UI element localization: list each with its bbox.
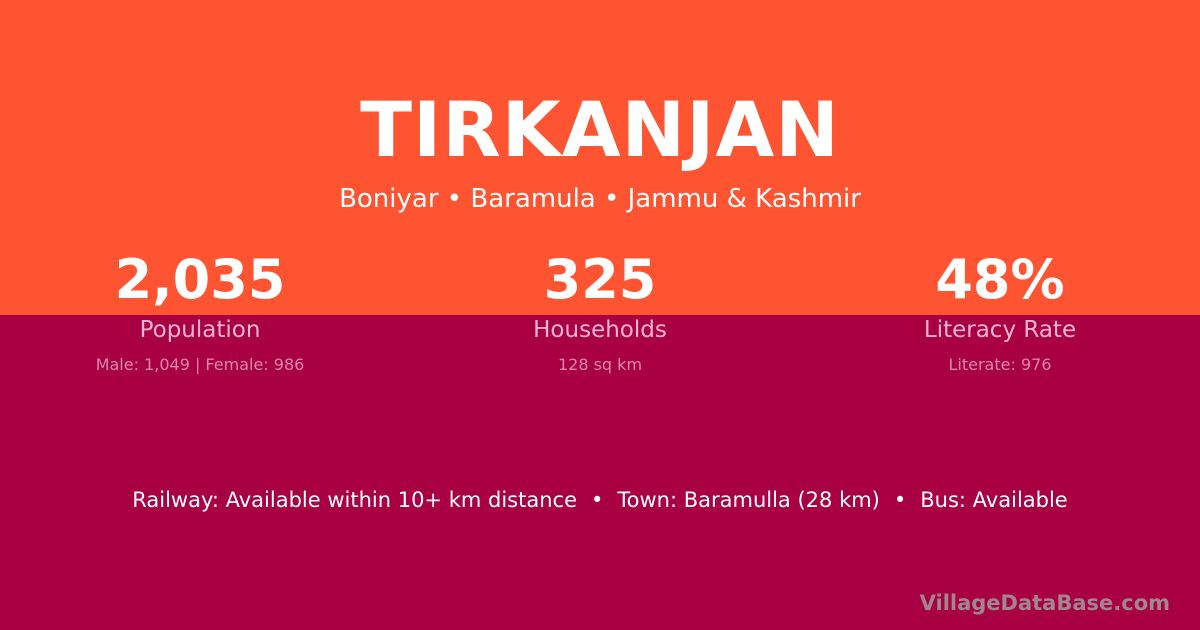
bus-fact: Bus: Available (920, 488, 1068, 512)
town-fact: Town: Baramulla (28 km) (617, 488, 880, 512)
village-title: TIRKANJAN (360, 85, 840, 174)
header-band (0, 0, 1200, 315)
stat-value: 325 (543, 248, 657, 311)
stat-label: Literacy Rate (923, 317, 1077, 343)
stat-label: Households (533, 317, 667, 343)
connectivity-facts: Railway: Available within 10+ km distanc… (0, 484, 1200, 516)
watermark-logo: VillageDataBase.com (919, 591, 1170, 615)
stat-label: Population (139, 317, 261, 343)
separator: • (893, 488, 907, 512)
separator: • (590, 488, 604, 512)
stat-value: 2,035 (114, 248, 286, 311)
stat-detail: 128 sq km (557, 355, 643, 374)
railway-fact: Railway: Available within 10+ km distanc… (132, 488, 577, 512)
stat-value: 48% (935, 248, 1065, 311)
stat-detail: Male: 1,049 | Female: 986 (95, 355, 305, 374)
location-breadcrumb: Boniyar • Baramula • Jammu & Kashmir (339, 184, 861, 214)
stat-detail: Literate: 976 (948, 355, 1052, 374)
